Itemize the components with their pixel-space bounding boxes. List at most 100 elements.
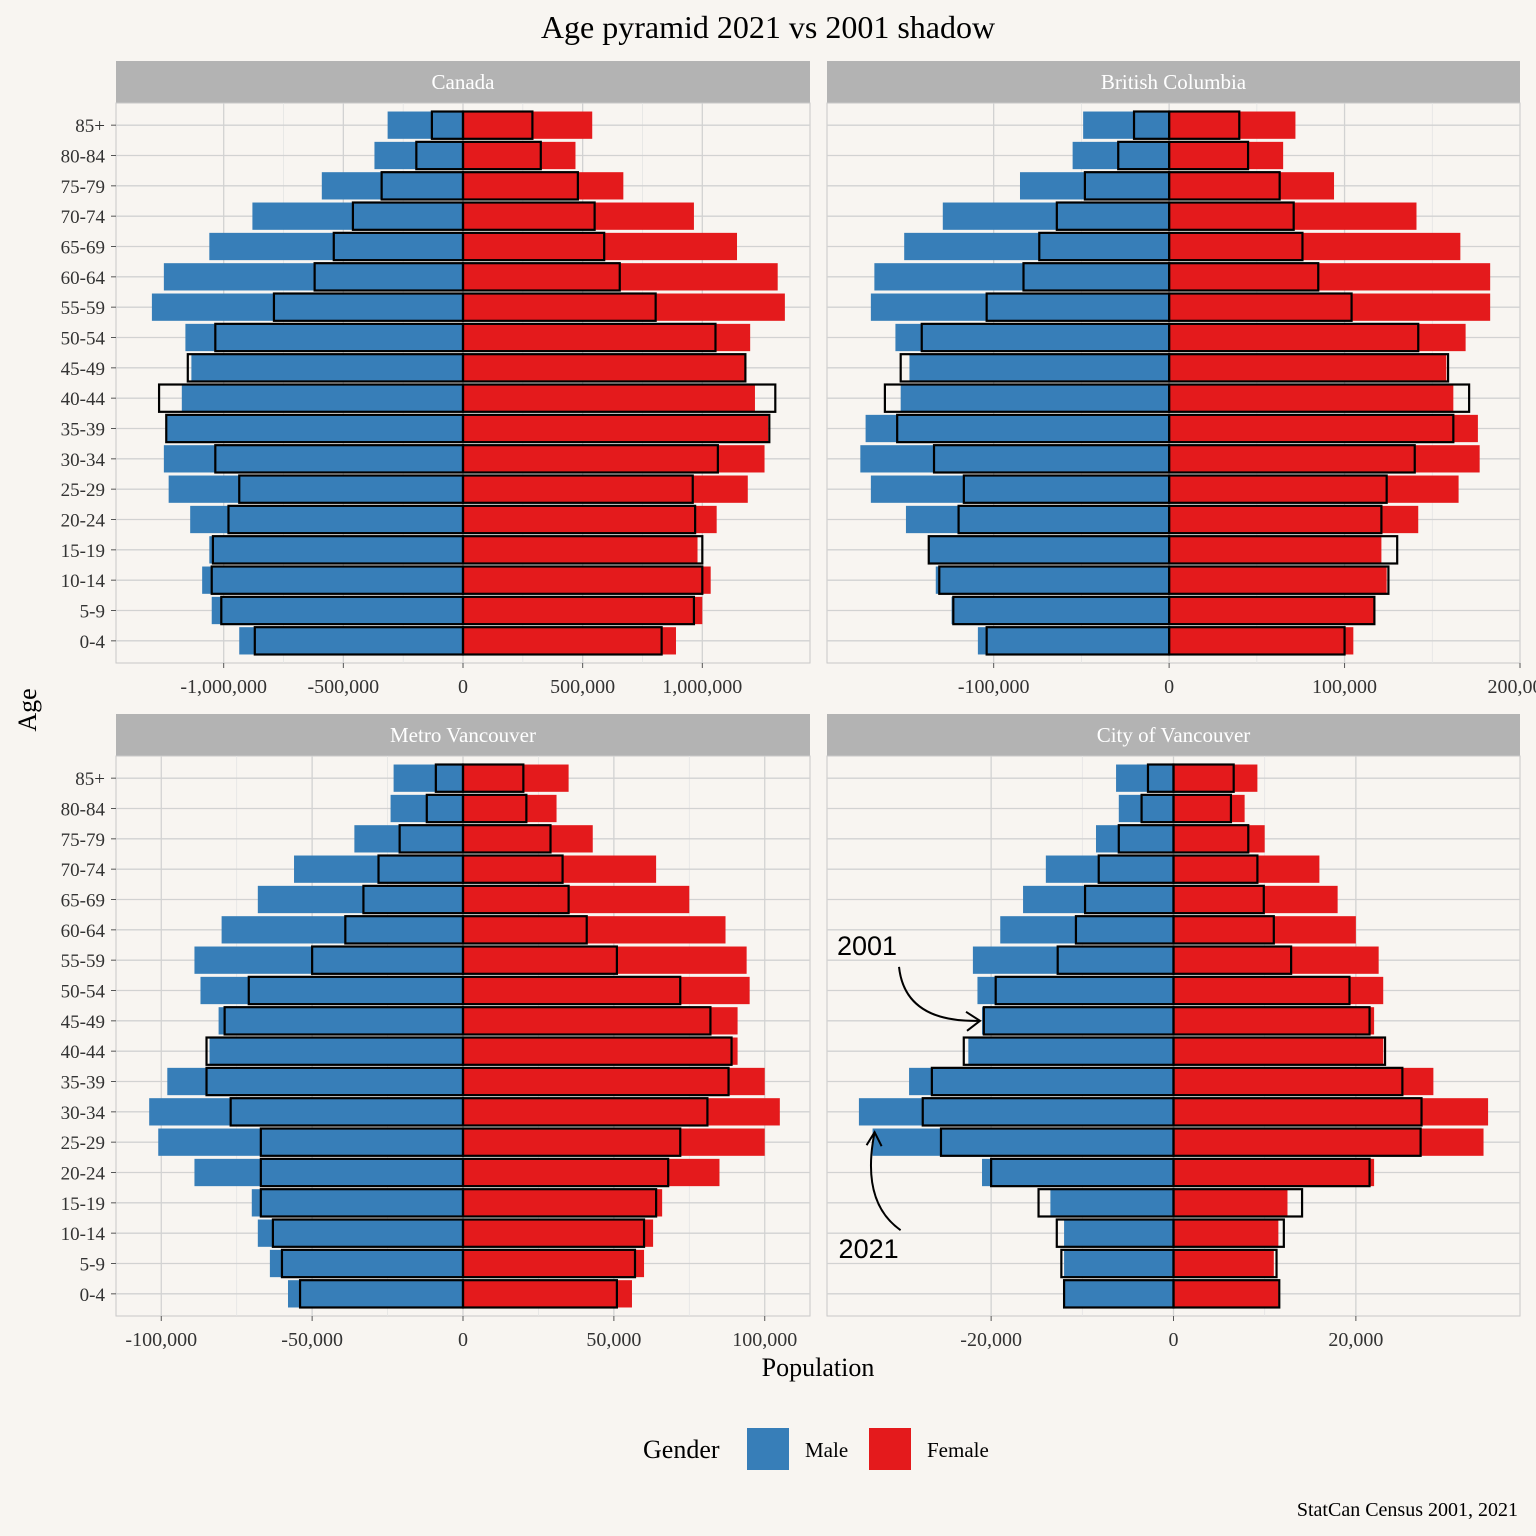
bar-male-2021 bbox=[1019, 172, 1170, 200]
bar-female-2021 bbox=[463, 1067, 765, 1096]
annotation-arrow-2001 bbox=[898, 966, 981, 1022]
bar-female-2001-outline bbox=[461, 595, 696, 626]
bar-female-2001-outline bbox=[461, 915, 588, 945]
bar-female-2001-outline bbox=[461, 262, 621, 292]
bar-male-2021 bbox=[158, 1128, 464, 1156]
y-tick-label: 75-79 bbox=[61, 177, 105, 198]
y-tick-label: 45-49 bbox=[61, 1012, 105, 1033]
bar-female-2021 bbox=[1173, 1219, 1279, 1247]
bar-female-2021 bbox=[463, 946, 747, 974]
bar-male-2021 bbox=[209, 1037, 463, 1065]
bar-male-2021 bbox=[211, 596, 463, 625]
bar-male-2021 bbox=[860, 445, 1170, 473]
bar-female-2001-outline bbox=[1172, 945, 1293, 975]
bar-female-2021 bbox=[1173, 1007, 1375, 1035]
x-tick-label: 1,000,000 bbox=[662, 676, 742, 698]
panel-british-columbia: British Columbia -100,000 0 100,000 200,000 bbox=[826, 61, 1536, 698]
bar-male-2021 bbox=[1023, 885, 1174, 914]
bar-female-2021 bbox=[1169, 536, 1382, 564]
bar-male-2021 bbox=[287, 1280, 463, 1308]
bar-male-2021 bbox=[151, 293, 463, 321]
bar-female-2021 bbox=[463, 1189, 663, 1217]
annotation-label-2001: 2001 bbox=[837, 931, 897, 961]
bar-female-2021 bbox=[463, 323, 751, 352]
bar-male-2021 bbox=[909, 354, 1170, 382]
bar-male-2021 bbox=[972, 946, 1174, 974]
bar-female-2021 bbox=[463, 1280, 632, 1308]
legend-label-female: Female bbox=[927, 1438, 989, 1462]
bar-female-2021 bbox=[463, 505, 717, 534]
x-tick-label: -500,000 bbox=[308, 676, 380, 698]
bar-male-2021 bbox=[1083, 111, 1170, 139]
bar-female-2001-outline bbox=[1168, 535, 1399, 565]
bar-female-2021 bbox=[463, 293, 785, 321]
y-tick-label: 60-64 bbox=[61, 268, 106, 289]
bar-male-2021 bbox=[1000, 916, 1174, 944]
bar-female-2001-outline bbox=[461, 945, 618, 975]
x-tick-label: 50,000 bbox=[586, 1329, 641, 1351]
bar-female-2001-outline bbox=[1168, 565, 1390, 595]
bar-female-2001-outline bbox=[1172, 1157, 1371, 1188]
y-tick-label: 40-44 bbox=[61, 1042, 106, 1063]
bar-female-2001-outline bbox=[1172, 1097, 1423, 1127]
x-tick-label: 20,000 bbox=[1328, 1329, 1383, 1351]
bar-female-2021 bbox=[1169, 505, 1419, 534]
bar-female-2001-outline bbox=[461, 474, 694, 504]
bar-female-2001-outline bbox=[461, 1036, 733, 1066]
bar-male-2021 bbox=[872, 1128, 1174, 1156]
chart-title: Age pyramid 2021 vs 2001 shadow bbox=[541, 9, 995, 45]
x-tick-label: 100,000 bbox=[732, 1329, 797, 1351]
bar-male-2021 bbox=[865, 414, 1170, 443]
bar-female-2021 bbox=[463, 232, 738, 261]
legend-swatch-female bbox=[869, 1428, 911, 1470]
panel-strip-label: British Columbia bbox=[1101, 70, 1247, 94]
bar-female-2001-outline bbox=[1168, 322, 1420, 353]
bar-female-2001-outline bbox=[461, 504, 697, 535]
bar-male-2021 bbox=[1050, 1189, 1174, 1217]
bar-male-2021 bbox=[321, 172, 463, 200]
bar-male-2021 bbox=[209, 232, 463, 261]
bar-male-2021 bbox=[982, 1007, 1174, 1035]
bar-female-2021 bbox=[463, 976, 750, 1005]
bar-female-2021 bbox=[1173, 1158, 1375, 1187]
caption: StatCan Census 2001, 2021 bbox=[1297, 1499, 1518, 1521]
bar-female-2001-outline bbox=[1168, 626, 1346, 656]
bar-female-2001-outline bbox=[461, 626, 663, 656]
bar-male-2021 bbox=[239, 627, 463, 655]
y-tick-label: 15-19 bbox=[61, 541, 105, 562]
annotation-label-2021: 2021 bbox=[839, 1234, 899, 1264]
bar-female-2021 bbox=[463, 627, 676, 655]
y-tick-label: 10-14 bbox=[61, 571, 106, 592]
bar-female-2021 bbox=[1173, 946, 1379, 974]
x-tick-label: 100,000 bbox=[1312, 676, 1377, 698]
bar-male-2021 bbox=[905, 505, 1170, 534]
bar-female-2021 bbox=[1169, 232, 1461, 261]
x-tick-label: 500,000 bbox=[550, 676, 615, 698]
x-tick-label: 0 bbox=[1164, 676, 1174, 698]
bar-female-2021 bbox=[463, 202, 694, 230]
bar-female-2021 bbox=[1173, 825, 1265, 853]
annotation-arrow-2021 bbox=[869, 1131, 902, 1231]
bar-male-2021 bbox=[167, 1067, 463, 1096]
bar-female-2021 bbox=[1169, 627, 1354, 655]
bar-female-2021 bbox=[1169, 111, 1296, 139]
bar-male-2021 bbox=[185, 323, 463, 352]
bar-male-2021 bbox=[870, 475, 1170, 503]
bar-female-2001-outline bbox=[461, 444, 719, 474]
panel-strip-label: Canada bbox=[432, 70, 496, 94]
bar-female-2001-outline bbox=[461, 793, 528, 824]
bar-female-2001-outline bbox=[1172, 1279, 1281, 1309]
bar-female-2021 bbox=[463, 855, 657, 883]
bar-male-2021 bbox=[1116, 764, 1174, 792]
y-tick-label: 20-24 bbox=[61, 511, 106, 532]
bar-female-2021 bbox=[1173, 1067, 1434, 1096]
bar-female-2021 bbox=[1173, 764, 1258, 792]
bar-female-2021 bbox=[1169, 354, 1447, 382]
bar-male-2021 bbox=[951, 596, 1170, 625]
bar-female-2021 bbox=[463, 384, 755, 412]
bar-male-2021 bbox=[200, 976, 464, 1005]
x-tick-label: -20,000 bbox=[960, 1329, 1022, 1351]
bar-female-2021 bbox=[1169, 596, 1375, 625]
bar-female-2021 bbox=[463, 536, 698, 564]
bar-female-2001-outline bbox=[461, 1097, 709, 1127]
